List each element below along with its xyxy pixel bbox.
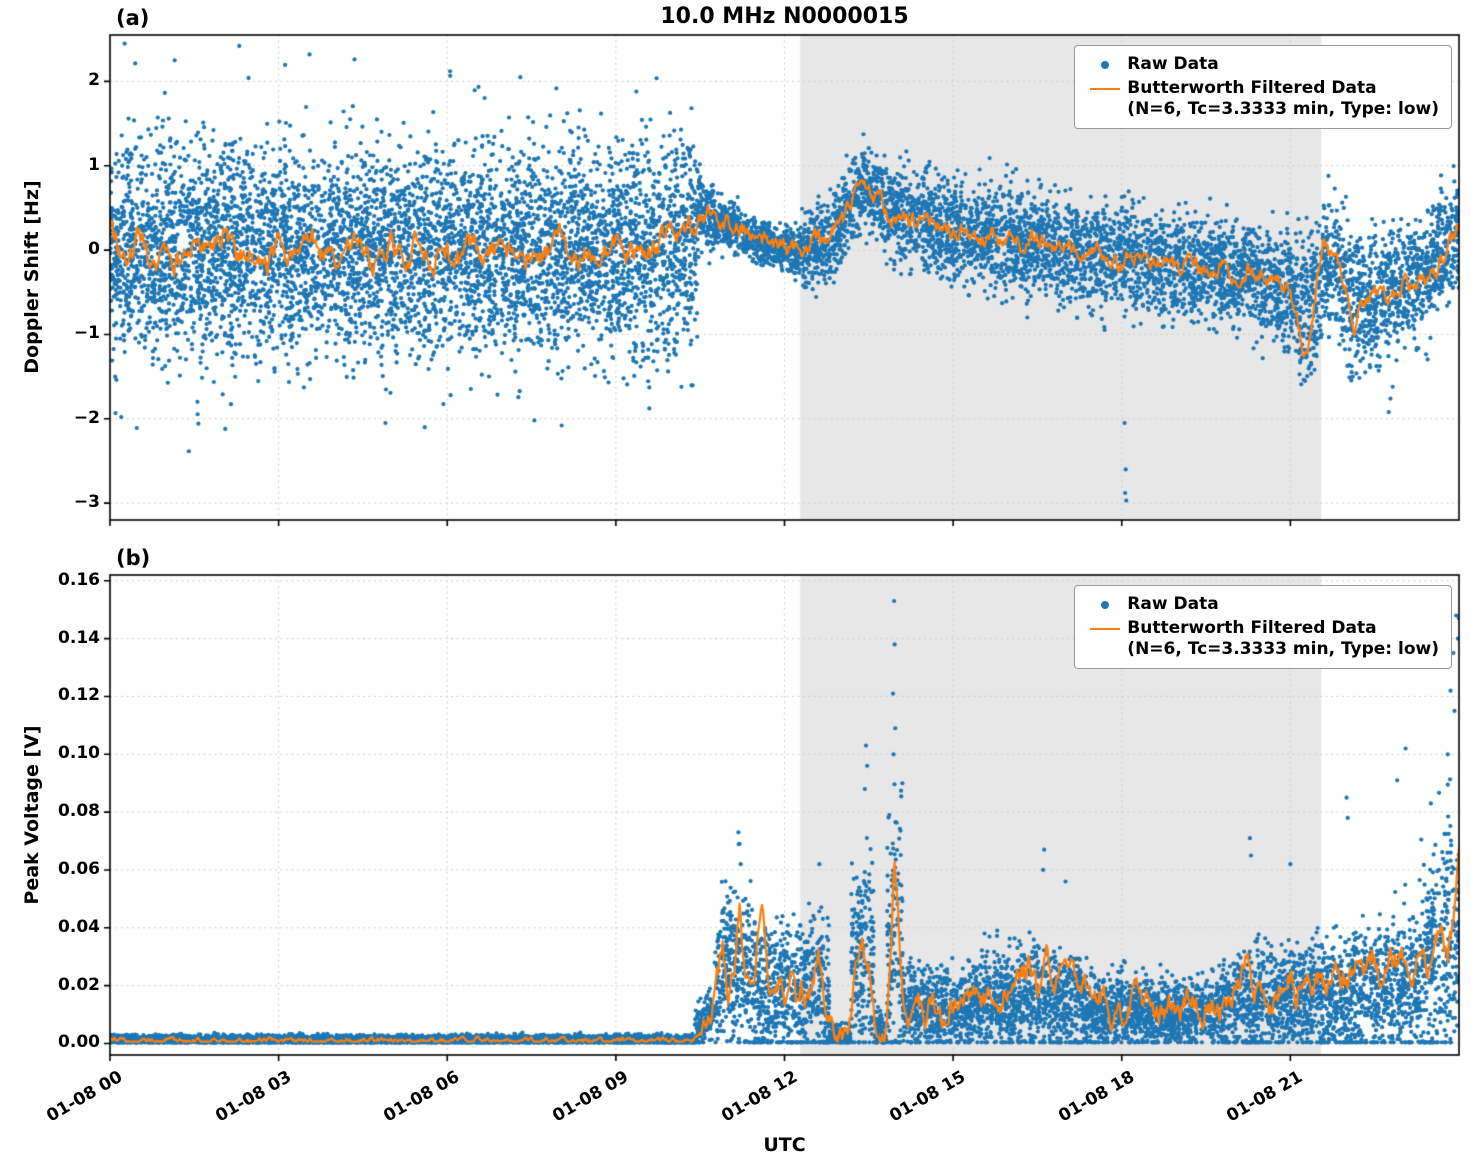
- legend-row-filtered: Butterworth Filtered Data: [1083, 77, 1439, 101]
- x-axis-label: UTC: [763, 1134, 806, 1156]
- y-tick-label: 0.04: [58, 916, 100, 937]
- raw-data-dot-icon: [1083, 601, 1127, 609]
- y-tick-label: 0.16: [58, 569, 100, 590]
- y-tick-label: 0.08: [58, 801, 100, 822]
- y-tick-label: 2: [88, 70, 100, 91]
- legend-filtered-label: Butterworth Filtered Data: [1127, 618, 1377, 639]
- y-tick-label: 0: [88, 239, 100, 260]
- legend-row-raw: Raw Data: [1083, 53, 1439, 77]
- legend-raw-label: Raw Data: [1127, 54, 1219, 75]
- y-tick-label: 0.02: [58, 974, 100, 995]
- y-axis-label-doppler: Doppler Shift [Hz]: [21, 180, 43, 374]
- legend-row-filtered-params: (N=6, Tc=3.3333 min, Type: low): [1083, 639, 1439, 661]
- y-tick-label: −3: [73, 492, 100, 513]
- legend-filtered-sublabel: (N=6, Tc=3.3333 min, Type: low): [1127, 99, 1439, 120]
- legend-row-filtered-params: (N=6, Tc=3.3333 min, Type: low): [1083, 99, 1439, 121]
- legend-filtered-sublabel: (N=6, Tc=3.3333 min, Type: low): [1127, 639, 1439, 660]
- legend-panel-b: Raw Data Butterworth Filtered Data (N=6,…: [1074, 585, 1452, 669]
- y-tick-label: 1: [88, 154, 100, 175]
- legend-row-raw: Raw Data: [1083, 593, 1439, 617]
- y-tick-label: 0.14: [58, 627, 100, 648]
- panel-a-label: (a): [116, 6, 150, 30]
- legend-row-filtered: Butterworth Filtered Data: [1083, 617, 1439, 641]
- legend-filtered-label: Butterworth Filtered Data: [1127, 78, 1377, 99]
- y-axis-label-voltage: Peak Voltage [V]: [21, 725, 43, 905]
- raw-data-dot-icon: [1083, 61, 1127, 69]
- legend-raw-label: Raw Data: [1127, 594, 1219, 615]
- y-tick-label: 0.06: [58, 858, 100, 879]
- chart-title: 10.0 MHz N0000015: [660, 4, 909, 29]
- y-tick-label: 0.10: [58, 743, 100, 764]
- y-tick-label: 0.00: [58, 1032, 100, 1053]
- panel-b-label: (b): [116, 546, 151, 570]
- legend-panel-a: Raw Data Butterworth Filtered Data (N=6,…: [1074, 45, 1452, 129]
- y-tick-label: −2: [73, 407, 100, 428]
- filtered-line-icon: [1083, 628, 1127, 630]
- filtered-line-icon: [1083, 88, 1127, 90]
- y-tick-label: −1: [73, 323, 100, 344]
- y-tick-label: 0.12: [58, 685, 100, 706]
